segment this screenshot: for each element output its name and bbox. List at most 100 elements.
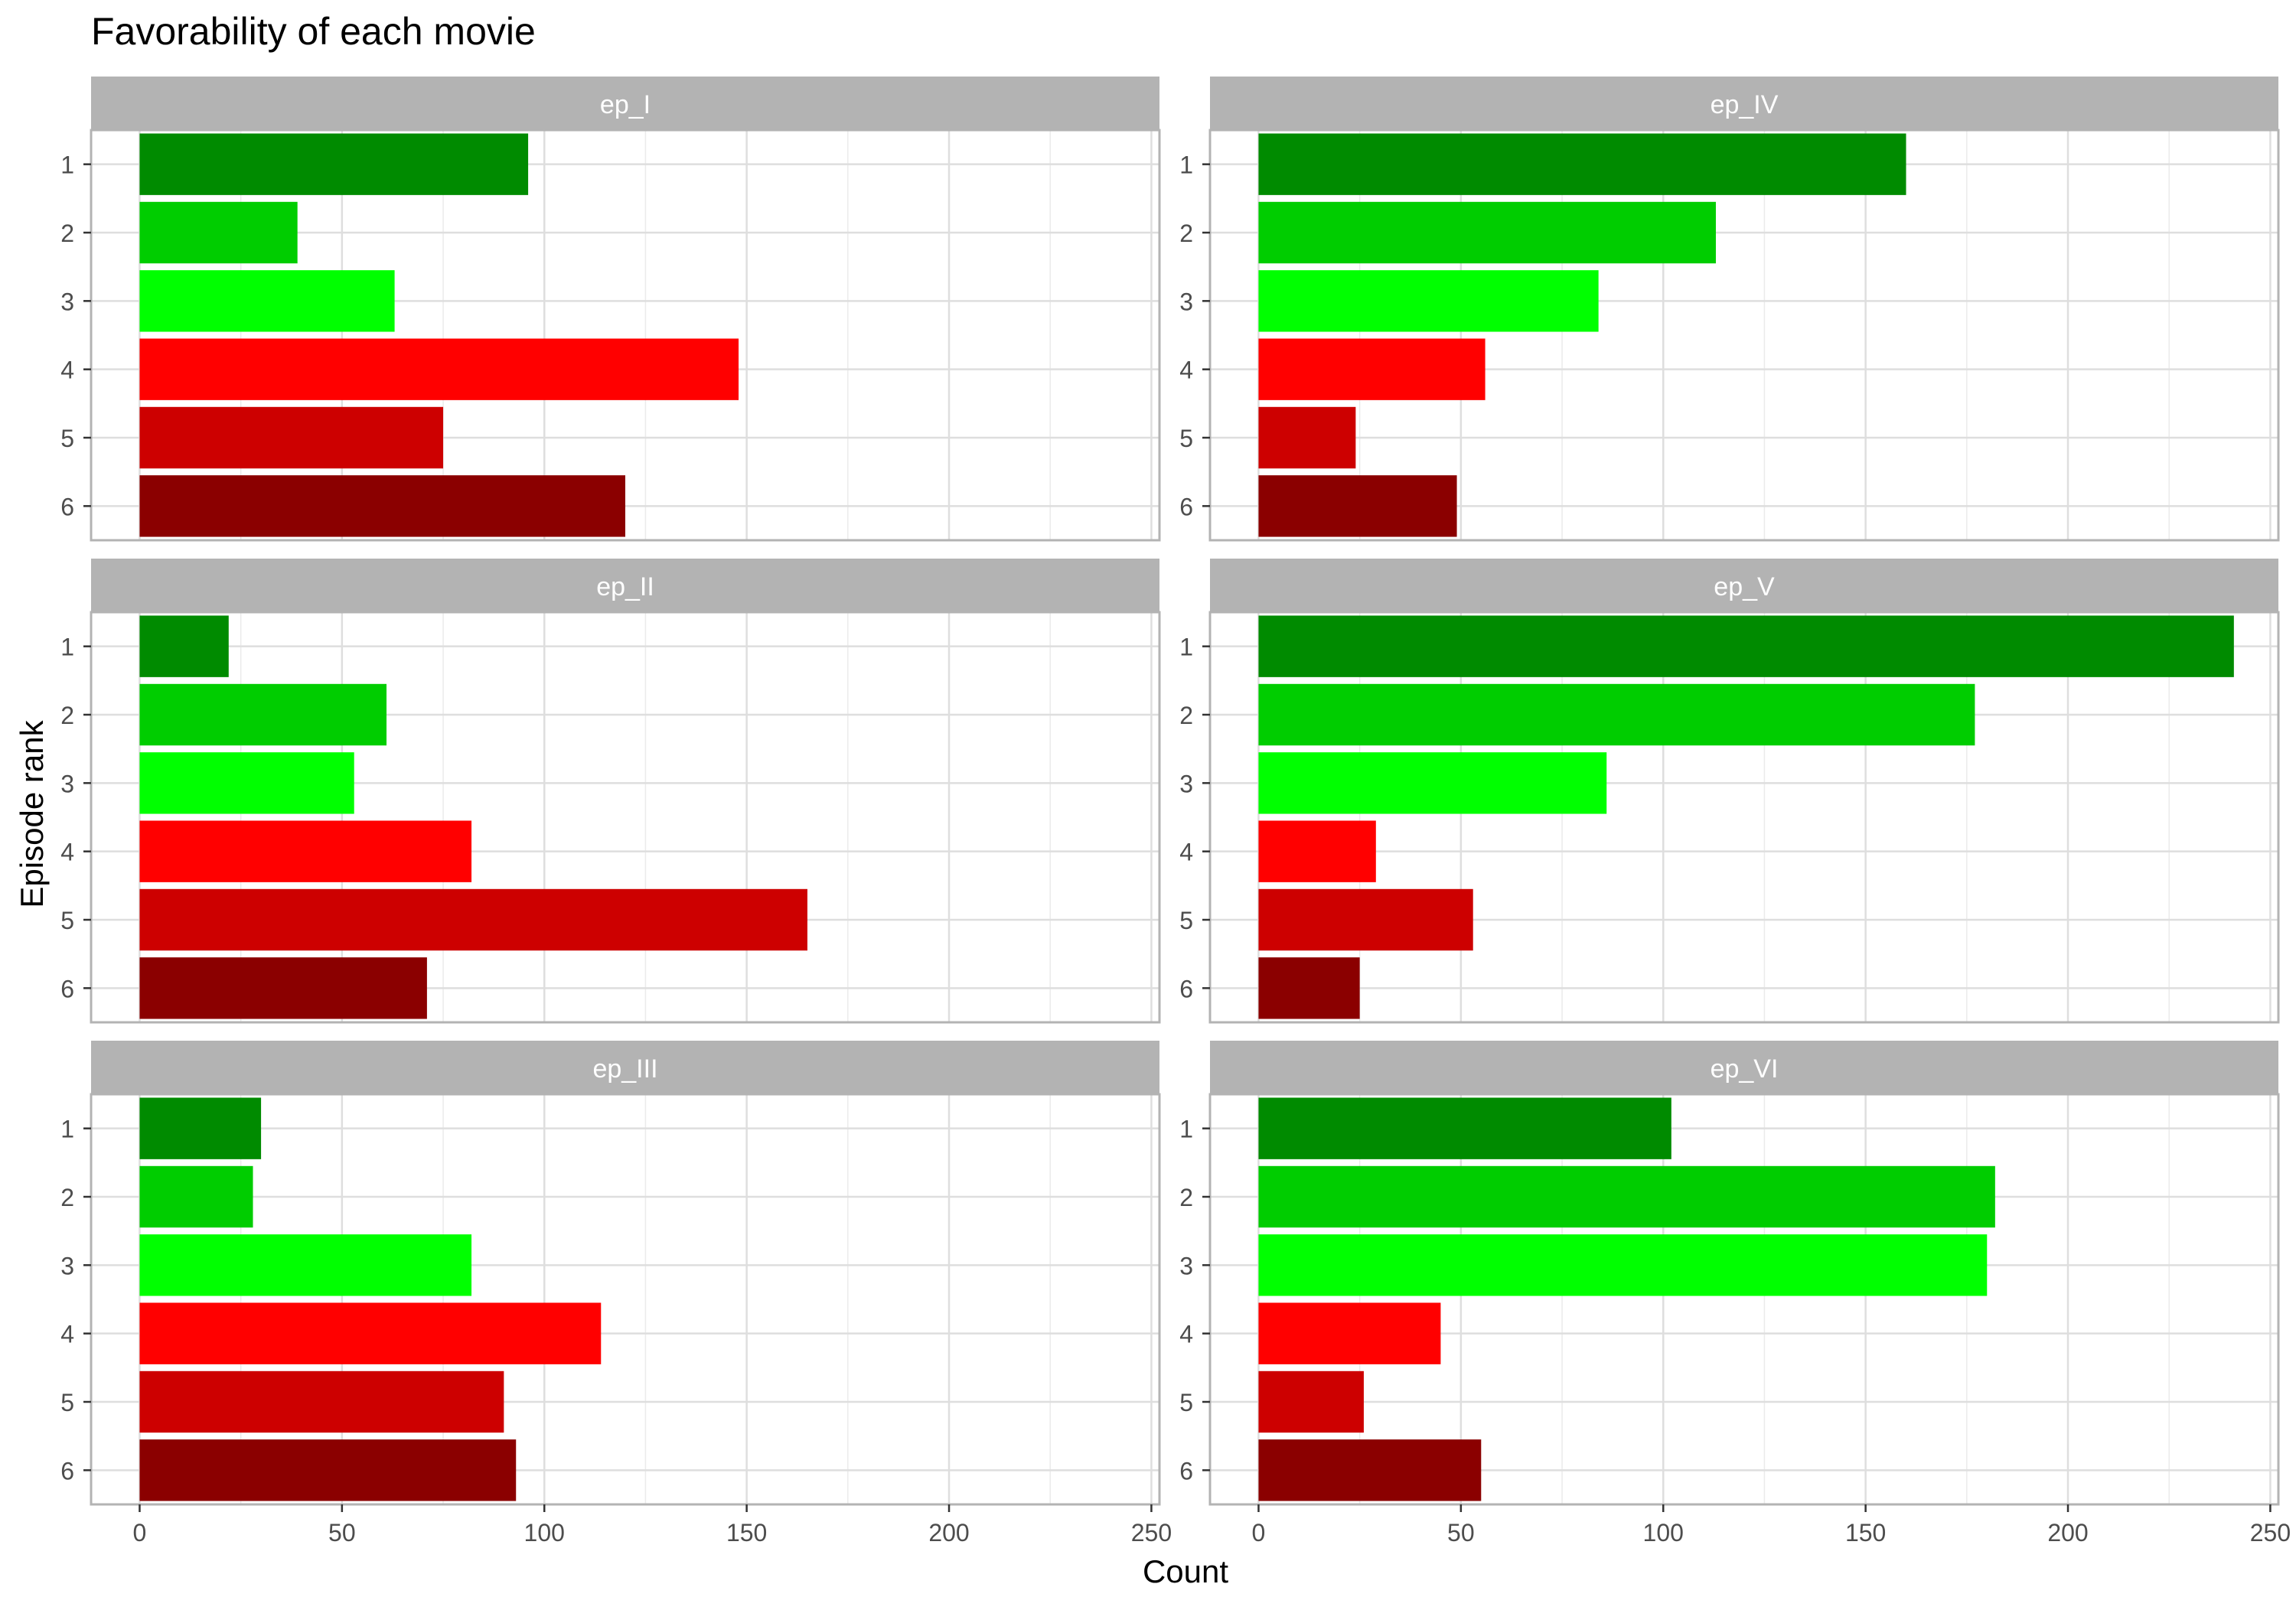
y-tick-label: 4	[60, 357, 74, 384]
facet-strip	[91, 77, 1159, 130]
bar-rank-3	[1258, 752, 1607, 814]
bar-rank-5	[139, 406, 444, 469]
y-tick-label: 1	[60, 1116, 74, 1143]
x-tick-label: 150	[1845, 1519, 1886, 1546]
x-axis-title: Count	[1143, 1553, 1228, 1589]
panel-border	[1208, 611, 2280, 1024]
y-tick-label: 3	[60, 1252, 74, 1279]
bar-rank-2	[1258, 683, 1975, 746]
y-tick-label: 4	[1179, 1321, 1193, 1348]
bar-rank-6	[1258, 1439, 1482, 1501]
y-tick-label: 1	[60, 152, 74, 179]
y-tick-label: 6	[60, 493, 74, 520]
y-tick-label: 3	[1179, 288, 1193, 315]
y-tick-label: 2	[1179, 220, 1193, 247]
bar-rank-4	[1258, 338, 1486, 400]
bar-rank-6	[139, 957, 427, 1019]
y-tick-label: 2	[1179, 1184, 1193, 1211]
bar-rank-4	[139, 820, 472, 882]
panel-border	[1208, 1093, 2280, 1506]
y-tick-label: 6	[60, 975, 74, 1002]
y-tick-label: 5	[60, 907, 74, 934]
panel-background	[1210, 612, 2278, 1022]
bar-rank-2	[1258, 1165, 1995, 1228]
bar-rank-1	[139, 615, 229, 677]
bar-rank-5	[139, 1370, 504, 1433]
bar-rank-6	[139, 475, 626, 537]
bar-rank-2	[139, 201, 298, 264]
y-tick-label: 6	[60, 1457, 74, 1485]
bar-rank-1	[1258, 615, 2234, 677]
panel-ep-iii: ep_III 1 2 3 4 5 6 0 50 100 150 200 250	[60, 1041, 1172, 1546]
y-tick-label: 5	[60, 425, 74, 452]
bar-rank-1	[1258, 133, 1906, 195]
y-tick-label: 6	[1179, 975, 1193, 1002]
panel-border	[90, 611, 1161, 1024]
panel-background	[91, 130, 1159, 540]
facet-strip-label: ep_V	[1714, 572, 1775, 601]
bar-rank-6	[1258, 475, 1457, 537]
panel-border	[1208, 129, 2280, 542]
bar-rank-1	[139, 1097, 262, 1159]
bar-rank-4	[139, 338, 739, 400]
panel-border	[90, 1093, 1161, 1506]
y-tick-label: 1	[60, 634, 74, 661]
x-tick-label: 0	[1252, 1519, 1266, 1546]
facet-strip	[1210, 559, 2278, 612]
y-tick-label: 1	[1179, 1116, 1193, 1143]
x-tick-label: 50	[328, 1519, 356, 1546]
x-tick-label: 0	[133, 1519, 147, 1546]
y-tick-label: 5	[1179, 907, 1193, 934]
y-tick-label: 4	[1179, 839, 1193, 866]
facet-strip	[91, 559, 1159, 612]
bar-rank-4	[1258, 820, 1376, 882]
chart-title: Favorability of each movie	[91, 10, 536, 53]
panel-ep-iv: ep_IV 1 2 3 4 5 6	[1179, 77, 2280, 542]
panel-ep-v: ep_V 1 2 3 4 5 6	[1179, 559, 2280, 1024]
bar-rank-3	[139, 752, 354, 814]
bar-rank-4	[139, 1302, 602, 1364]
facet-strip-label: ep_II	[596, 572, 654, 601]
y-tick-label: 4	[1179, 357, 1193, 384]
facet-strip-label: ep_IV	[1711, 90, 1779, 119]
bar-rank-5	[1258, 1370, 1364, 1433]
bar-rank-5	[1258, 888, 1473, 951]
y-tick-label: 5	[60, 1389, 74, 1416]
panel-background	[91, 612, 1159, 1022]
bar-rank-3	[1258, 1234, 1988, 1296]
bar-rank-3	[139, 270, 395, 332]
x-tick-label: 100	[524, 1519, 565, 1546]
bar-rank-6	[139, 1439, 517, 1501]
bar-rank-6	[1258, 957, 1360, 1019]
x-tick-label: 100	[1643, 1519, 1684, 1546]
panel-ep-ii: ep_II 1 2 3 4 5 6	[60, 559, 1161, 1024]
panel-ep-i: ep_I 1 2 3 4 5 6	[60, 77, 1161, 542]
y-tick-label: 2	[60, 702, 74, 729]
bar-rank-1	[139, 133, 529, 195]
bar-rank-3	[139, 1234, 472, 1296]
y-tick-label: 5	[1179, 425, 1193, 452]
x-tick-label: 200	[2047, 1519, 2088, 1546]
y-tick-label: 3	[1179, 1252, 1193, 1279]
x-tick-label: 250	[1131, 1519, 1172, 1546]
y-tick-label: 1	[1179, 152, 1193, 179]
bar-rank-5	[1258, 406, 1356, 469]
facet-strip	[1210, 77, 2278, 130]
y-tick-label: 2	[1179, 702, 1193, 729]
y-tick-label: 2	[60, 1184, 74, 1211]
bar-rank-1	[1258, 1097, 1671, 1159]
y-tick-label: 3	[60, 770, 74, 797]
bar-rank-5	[139, 888, 807, 951]
y-tick-label: 5	[1179, 1389, 1193, 1416]
bar-rank-2	[139, 1165, 253, 1228]
bar-rank-2	[1258, 201, 1716, 264]
y-tick-label: 6	[1179, 493, 1193, 520]
panel-background	[91, 1094, 1159, 1504]
facet-strip-label: ep_III	[592, 1054, 657, 1084]
bar-rank-4	[1258, 1302, 1441, 1364]
x-tick-label: 200	[928, 1519, 969, 1546]
facet-strip	[1210, 1041, 2278, 1094]
y-tick-label: 1	[1179, 634, 1193, 661]
